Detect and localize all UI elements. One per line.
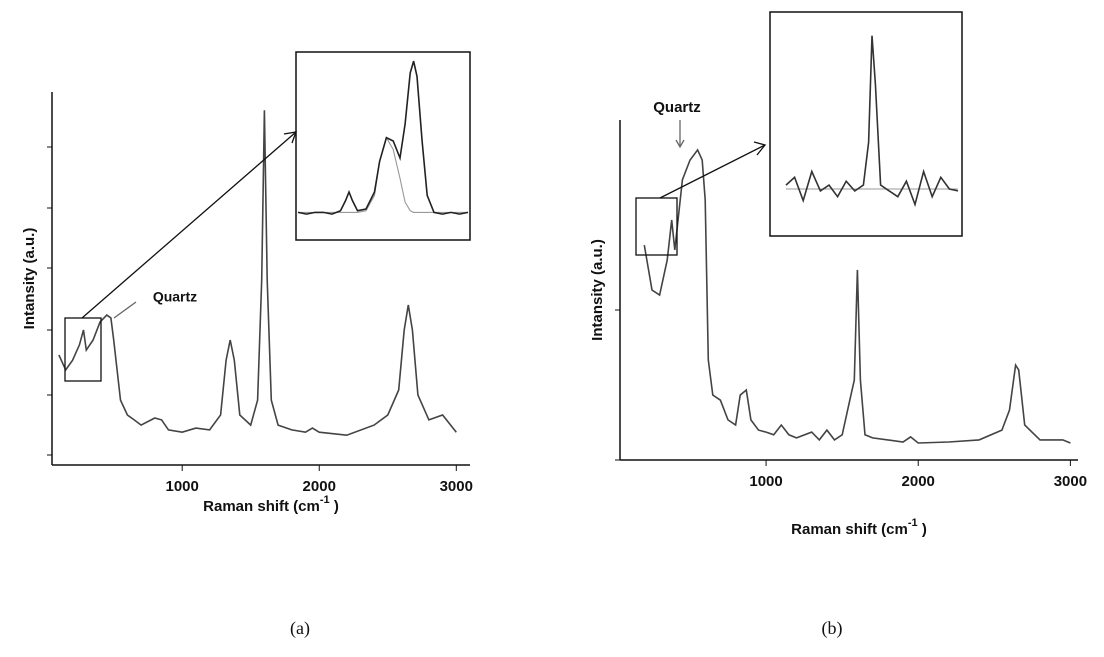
inset-line: [785, 35, 959, 208]
annotation: Quartz: [653, 99, 701, 116]
y-axis-title: Intansity (a.u.): [589, 239, 606, 341]
quartz-arrow: [113, 301, 137, 319]
x-tick-label: 2000: [303, 478, 336, 495]
x-axis-title-part: ): [918, 521, 927, 538]
x-tick-label: 3000: [1054, 473, 1087, 490]
arrow-head: [283, 131, 297, 144]
zoom-arrow: [659, 144, 766, 199]
x-axis-title: Raman shift (cm-1 ): [203, 494, 339, 515]
x-axis-title-superscript: -1: [320, 494, 330, 506]
annotation: Quartz: [153, 289, 197, 305]
zoom-markers: [64, 120, 767, 382]
panel-label: (b): [822, 618, 843, 639]
y-axis-title: Intansity (a.u.): [21, 228, 38, 330]
inset-line: [297, 60, 469, 215]
x-axis-title-part: Raman shift (cm: [791, 521, 908, 538]
zoom-box: [64, 317, 102, 382]
x-axis-title-superscript: -1: [908, 517, 918, 529]
x-tick-label: 1000: [166, 478, 199, 495]
inset-frame: [769, 11, 963, 237]
x-tick-label: 3000: [440, 478, 473, 495]
x-tick-label: 2000: [902, 473, 935, 490]
x-axis-title-part: ): [330, 498, 339, 515]
arrow-head: [675, 139, 685, 149]
x-axis-title: Raman shift (cm-1 ): [791, 517, 927, 538]
panel-label: (a): [290, 618, 310, 639]
spectrum-line: [643, 148, 1071, 444]
x-tick-label: 1000: [749, 473, 782, 490]
zoom-box: [635, 197, 678, 256]
x-axis-title-part: Raman shift (cm: [203, 498, 320, 515]
spectrum-line: [58, 110, 457, 437]
zoom-arrow: [81, 131, 297, 319]
arrow-head: [753, 141, 767, 156]
inset-frame: [295, 51, 471, 241]
